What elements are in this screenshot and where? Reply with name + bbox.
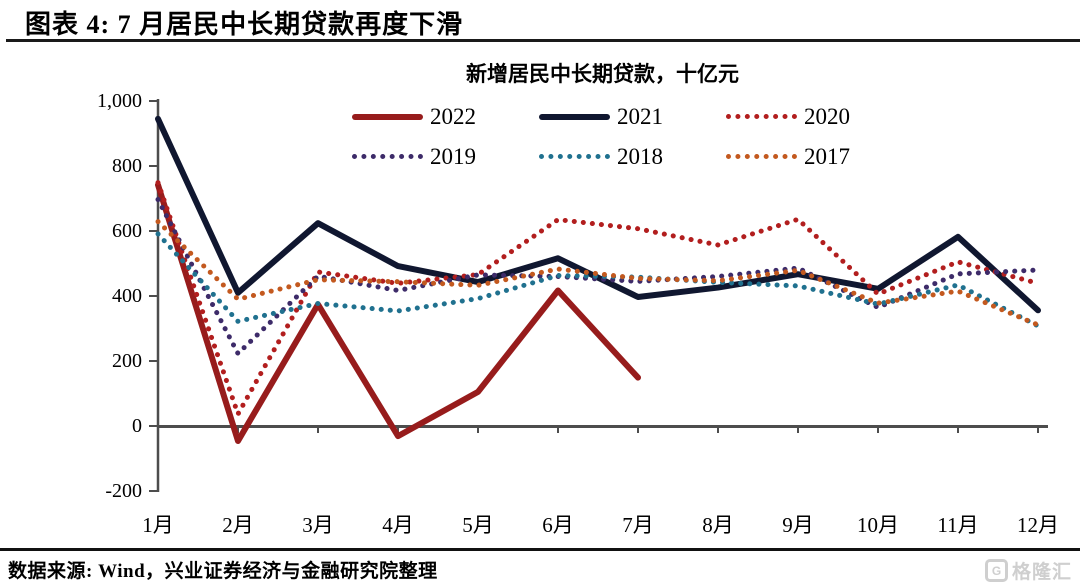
gelonghui-logo: G 格隆汇 [984,557,1072,584]
legend-swatch-2022 [352,113,423,120]
footer-divider [0,548,1080,551]
y-tick-label: 400 [112,285,142,307]
page-title: 图表 4: 7 月居民中长期贷款再度下滑 [25,10,464,39]
x-tick-label: 10月 [857,513,899,537]
x-tick-label: 2月 [222,513,254,537]
y-tick-label: 600 [112,220,142,242]
legend-item-2017: 2017 [726,143,913,170]
legend-swatch-2020 [726,114,797,119]
data-source: 数据来源: Wind，兴业证券经济与金融研究院整理 [8,561,438,582]
x-tick-label: 4月 [382,513,414,537]
x-tick-label: 11月 [937,513,979,537]
chart-legend: 2022 2021 2020 2019 2018 2017 [352,103,913,170]
x-tick-label: 1月 [142,513,174,537]
legend-item-2020: 2020 [726,103,913,130]
legend-label-2021: 2021 [617,103,663,129]
legend-item-2019: 2019 [352,143,539,170]
legend-label-2019: 2019 [430,143,476,169]
x-tick-label: 5月 [462,513,494,537]
series-line-2018 [155,231,1041,329]
legend-swatch-2018 [539,154,610,159]
legend-label-2022: 2022 [430,103,476,129]
y-tick-label: 0 [132,415,142,437]
legend-item-2021: 2021 [539,103,726,130]
legend-swatch-2021 [539,113,610,120]
y-tick-label: 200 [112,350,142,372]
legend-label-2020: 2020 [804,103,850,129]
chart-title: 新增居民中长期贷款，十亿元 [466,62,739,86]
legend-item-2022: 2022 [352,103,539,130]
x-tick-label: 8月 [702,513,734,537]
title-underline [6,39,1080,42]
series-line-2017 [155,219,1041,328]
series-line-2022 [155,181,641,444]
y-tick-label: -200 [105,480,142,502]
legend-label-2017: 2017 [804,143,850,169]
y-tick-label: 1,000 [97,90,142,112]
legend-swatch-2019 [352,154,423,159]
legend-swatch-2017 [726,154,797,159]
x-tick-label: 12月 [1017,513,1059,537]
y-tick-label: 800 [112,155,142,177]
series-line-2020 [155,180,1041,417]
x-tick-label: 3月 [302,513,334,537]
series-line-2021 [155,115,1041,314]
x-tick-label: 6月 [542,513,574,537]
legend-label-2018: 2018 [617,143,663,169]
x-tick-label: 7月 [622,513,654,537]
legend-item-2018: 2018 [539,143,726,170]
gelonghui-logo-icon: G [984,559,1008,582]
gelonghui-logo-text: 格隆汇 [1011,562,1072,583]
x-tick-label: 9月 [782,513,814,537]
